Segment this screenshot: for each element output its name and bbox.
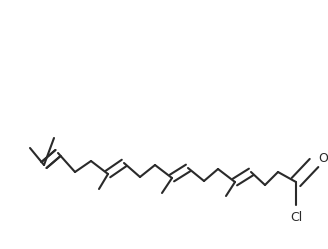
Text: O: O: [318, 151, 328, 165]
Text: Cl: Cl: [290, 210, 302, 224]
